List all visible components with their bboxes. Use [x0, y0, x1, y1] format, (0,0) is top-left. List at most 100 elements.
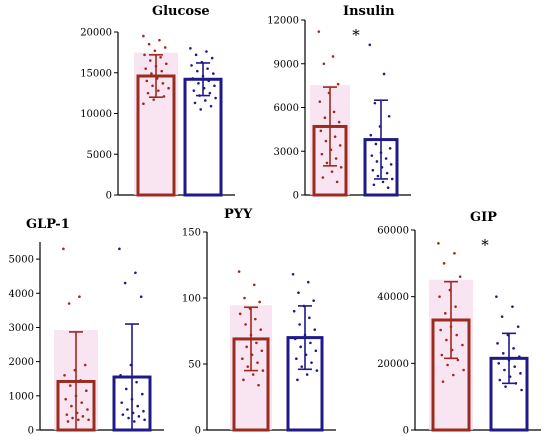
data-point-group-1: [335, 180, 339, 184]
data-point-group-2: [135, 380, 138, 384]
data-point-group-1: [73, 368, 77, 372]
data-point-group-1: [328, 125, 332, 128]
data-point-group-2: [368, 43, 372, 47]
data-point-group-2: [201, 74, 205, 78]
data-point-group-2: [209, 104, 213, 108]
data-point-group-1: [443, 312, 447, 315]
data-point-group-2: [313, 328, 317, 331]
data-point-group-1: [437, 242, 440, 245]
data-point-group-1: [158, 38, 161, 42]
data-point-group-2: [214, 96, 217, 100]
data-point-group-2: [205, 50, 208, 53]
y-tick-label: 150: [182, 228, 201, 239]
data-point-group-1: [438, 295, 441, 298]
data-point-group-2: [388, 147, 392, 150]
y-tick-label: 6000: [274, 103, 299, 114]
data-point-group-1: [66, 420, 70, 423]
data-point-group-1: [166, 74, 169, 78]
data-point-group-2: [306, 280, 310, 284]
data-point-group-2: [315, 369, 319, 372]
data-point-group-1: [439, 328, 442, 332]
data-point-group-2: [300, 365, 304, 368]
data-point-group-2: [382, 72, 386, 76]
data-point-group-1: [242, 378, 245, 382]
data-point-group-1: [257, 383, 260, 387]
data-point-group-2: [206, 67, 209, 70]
data-point-group-2: [137, 415, 141, 418]
data-point-group-2: [129, 363, 133, 367]
data-point-group-1: [85, 389, 88, 392]
data-point-group-2: [312, 299, 315, 302]
data-point-group-1: [249, 333, 253, 337]
data-point-group-1: [244, 323, 247, 326]
data-point-group-1: [336, 82, 340, 86]
y-tick-label: 5000: [87, 150, 112, 161]
data-point-group-1: [334, 157, 338, 160]
data-point-group-2: [130, 397, 134, 401]
data-point-group-2: [387, 114, 391, 118]
panel-title: PYY: [224, 207, 253, 222]
data-point-group-1: [256, 361, 259, 364]
data-point-group-2: [495, 295, 498, 298]
data-point-group-2: [519, 372, 522, 375]
data-point-group-2: [142, 409, 145, 413]
data-point-group-1: [260, 349, 264, 353]
data-point-group-2: [210, 56, 214, 60]
data-point-group-2: [498, 378, 502, 382]
data-point-group-1: [332, 110, 336, 114]
data-point-group-1: [337, 120, 341, 124]
data-point-group-2: [305, 373, 309, 376]
data-point-group-1: [321, 176, 325, 179]
data-point-group-2: [291, 272, 295, 276]
data-point-group-1: [248, 307, 252, 310]
data-point-group-2: [191, 77, 194, 80]
data-point-group-2: [123, 281, 127, 285]
data-point-group-2: [292, 309, 296, 313]
data-point-group-1: [79, 379, 82, 382]
data-point-group-1: [143, 53, 146, 57]
data-point-group-1: [237, 270, 241, 273]
data-point-group-1: [154, 64, 158, 68]
data-point-group-1: [80, 401, 84, 404]
data-point-group-2: [370, 154, 374, 157]
data-point-group-1: [458, 275, 462, 278]
panel-title: GLP-1: [26, 217, 70, 232]
data-point-group-1: [64, 397, 67, 401]
data-point-group-2: [371, 168, 375, 172]
data-point-group-2: [379, 151, 383, 155]
data-point-group-1: [450, 348, 454, 352]
y-tick-label: 0: [28, 426, 34, 436]
data-point-group-1: [76, 418, 80, 422]
y-tick-label: 3000: [274, 147, 299, 158]
data-point-group-2: [369, 133, 373, 137]
y-tick-label: 20000: [377, 359, 409, 370]
data-point-group-2: [127, 416, 130, 420]
data-point-group-1: [325, 161, 329, 165]
data-point-group-1: [62, 247, 65, 251]
data-point-group-1: [81, 415, 85, 418]
data-point-group-2: [193, 101, 197, 105]
data-point-group-2: [496, 342, 499, 345]
data-point-group-2: [503, 368, 506, 372]
data-point-group-2: [378, 125, 382, 128]
data-point-group-1: [165, 62, 168, 66]
data-point-group-1: [448, 288, 452, 292]
data-point-group-1: [239, 337, 243, 341]
data-point-group-1: [142, 34, 145, 38]
data-point-group-2: [192, 89, 196, 92]
data-point-group-1: [152, 98, 156, 101]
data-point-group-1: [145, 79, 149, 83]
data-point-group-2: [518, 355, 521, 358]
data-point-group-1: [144, 67, 147, 70]
y-tick-label: 20000: [80, 28, 112, 39]
data-point-group-1: [70, 404, 73, 408]
data-point-group-2: [212, 72, 215, 75]
y-tick-label: 40000: [377, 292, 409, 303]
data-point-group-1: [456, 358, 460, 362]
data-point-group-2: [120, 401, 123, 404]
data-point-group-1: [255, 341, 258, 345]
data-point-group-2: [208, 91, 212, 95]
data-point-group-1: [161, 82, 165, 85]
data-point-group-1: [333, 135, 337, 138]
data-point-group-2: [293, 337, 297, 341]
